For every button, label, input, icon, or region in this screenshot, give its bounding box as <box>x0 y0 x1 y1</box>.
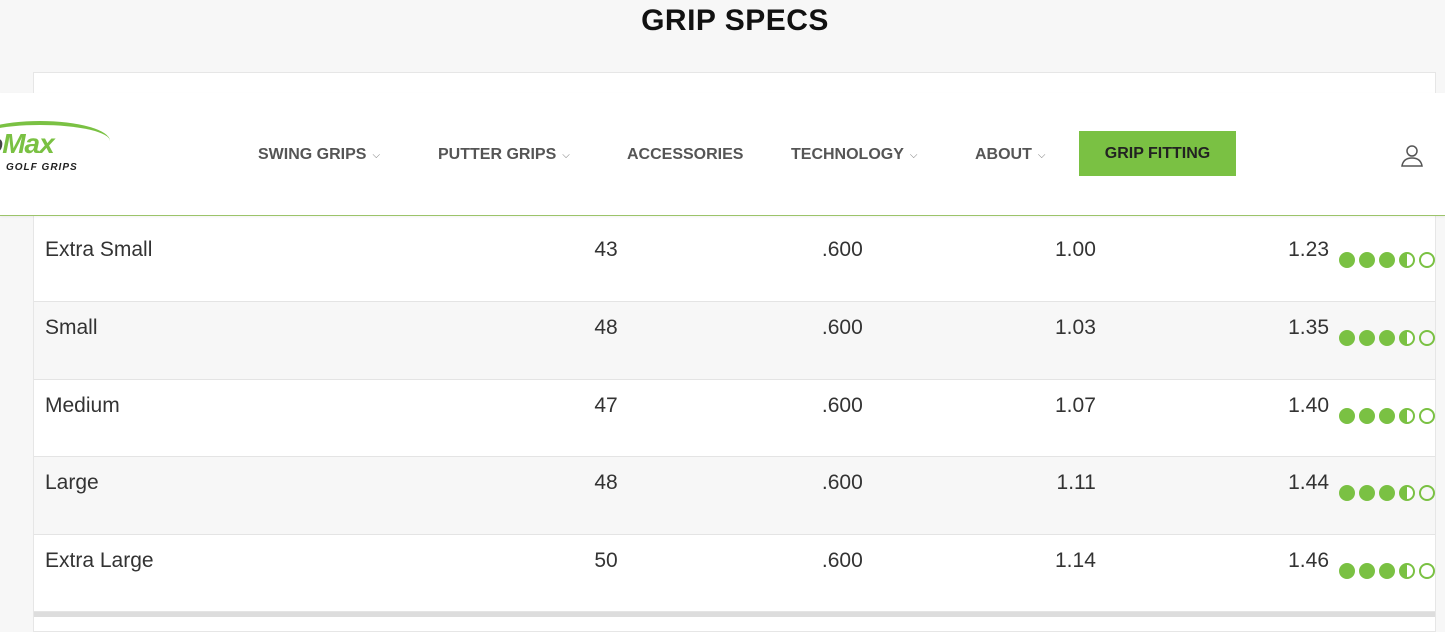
rating-cell <box>1329 534 1435 612</box>
table-row: Extra Small 43 .600 1.00 1.23 <box>34 224 1435 302</box>
value-cell: 1.23 <box>1288 238 1329 261</box>
horizontal-scrollbar[interactable] <box>34 612 1435 617</box>
logo-word-green: Max <box>2 128 54 159</box>
rating-dot-icon <box>1359 252 1375 268</box>
nav-label: ABOUT <box>975 146 1032 163</box>
size-cell: Large <box>45 471 99 495</box>
logo[interactable]: boMax GOLF GRIPS <box>0 121 120 185</box>
nav-technology[interactable]: TECHNOLOGY ⌵ <box>791 146 917 164</box>
rating-dot-icon <box>1339 330 1355 347</box>
grip-specs-table: Extra Small 43 .600 1.00 1.23 Small 48 .… <box>34 224 1435 612</box>
page-title: GRIP SPECS <box>641 4 829 37</box>
grip-fitting-button[interactable]: GRIP FITTING <box>1079 131 1236 176</box>
value-cell: 1.00 <box>1055 238 1096 261</box>
rating-dot-icon <box>1339 562 1355 579</box>
rating-dot-icon <box>1379 252 1395 268</box>
value-cell: .600 <box>821 316 863 340</box>
value-cell: .600 <box>821 548 863 572</box>
value-cell: 1.44 <box>1288 471 1329 495</box>
rating-dot-icon <box>1379 485 1395 502</box>
nav-label: ACCESSORIES <box>627 146 744 163</box>
rating-cell <box>1329 457 1435 535</box>
site-header: boMax GOLF GRIPS SWING GRIPS ⌵ PUTTER GRI… <box>0 93 1445 216</box>
rating-dot-icon <box>1399 562 1415 579</box>
size-cell: Extra Large <box>45 548 154 572</box>
rating-dots <box>1329 238 1435 268</box>
size-cell: Extra Small <box>45 238 153 261</box>
rating-dot-icon <box>1399 330 1415 347</box>
chevron-down-icon: ⌵ <box>372 149 381 161</box>
value-cell: 1.40 <box>1288 393 1329 417</box>
chevron-down-icon: ⌵ <box>909 149 918 161</box>
rating-dot-icon <box>1359 562 1375 579</box>
nav-accessories[interactable]: ACCESSORIES <box>627 146 743 164</box>
logo-subtitle: GOLF GRIPS <box>6 162 78 173</box>
rating-dot-icon <box>1379 562 1395 579</box>
value-cell: 43 <box>594 238 618 261</box>
value-cell: 1.46 <box>1288 548 1329 572</box>
value-cell: 1.03 <box>1055 316 1096 340</box>
rating-dot-icon <box>1399 252 1415 268</box>
rating-dot-icon <box>1399 485 1415 502</box>
rating-cell <box>1329 302 1435 380</box>
rating-dot-icon <box>1359 407 1375 424</box>
chevron-down-icon: ⌵ <box>1037 149 1046 161</box>
user-account-icon[interactable] <box>1400 143 1424 167</box>
rating-dot-icon <box>1419 485 1435 502</box>
value-cell: .600 <box>821 238 863 261</box>
size-cell: Medium <box>45 393 120 417</box>
rating-dot-icon <box>1339 485 1355 502</box>
rating-dots <box>1329 316 1435 347</box>
nav-swing-grips[interactable]: SWING GRIPS ⌵ <box>258 146 380 164</box>
rating-dot-icon <box>1419 252 1435 268</box>
rating-dot-icon <box>1419 407 1435 424</box>
rating-cell <box>1329 224 1435 302</box>
value-cell: .600 <box>821 393 863 417</box>
value-cell: 1.07 <box>1055 393 1096 417</box>
nav-putter-grips[interactable]: PUTTER GRIPS ⌵ <box>438 146 570 164</box>
rating-dot-icon <box>1339 407 1355 424</box>
table-row: Medium 47 .600 1.07 1.40 <box>34 379 1435 457</box>
table-row: Extra Large 50 .600 1.14 1.46 <box>34 534 1435 612</box>
logo-swoosh <box>0 121 110 161</box>
rating-dots <box>1329 471 1435 502</box>
rating-dot-icon <box>1359 485 1375 502</box>
logo-word: boMax <box>0 128 55 159</box>
value-cell: .600 <box>821 471 863 495</box>
value-cell: 48 <box>594 471 618 495</box>
chevron-down-icon: ⌵ <box>562 149 570 161</box>
rating-dot-icon <box>1419 330 1435 347</box>
rating-dot-icon <box>1399 407 1415 424</box>
rating-dot-icon <box>1379 407 1395 424</box>
nav-label: TECHNOLOGY <box>791 146 904 163</box>
rating-dot-icon <box>1379 330 1395 347</box>
size-cell: Small <box>45 316 98 340</box>
table-row: Large 48 .600 1.11 1.44 <box>34 456 1435 535</box>
logo-word-dark: bo <box>0 128 3 159</box>
rating-dot-icon <box>1419 562 1435 579</box>
value-cell: 50 <box>594 548 618 572</box>
table-row: Small 48 .600 1.03 1.35 <box>34 301 1435 380</box>
rating-dots <box>1329 549 1435 579</box>
value-cell: 48 <box>594 316 618 340</box>
rating-cell <box>1329 379 1435 457</box>
rating-dot-icon <box>1339 252 1355 268</box>
value-cell: 1.11 <box>1056 471 1096 495</box>
nav-label: SWING GRIPS <box>258 146 367 163</box>
value-cell: 1.14 <box>1055 548 1096 572</box>
rating-dots <box>1329 394 1435 424</box>
nav-about[interactable]: ABOUT ⌵ <box>975 146 1045 164</box>
rating-dot-icon <box>1359 330 1375 347</box>
value-cell: 1.35 <box>1288 316 1329 340</box>
value-cell: 47 <box>594 393 618 417</box>
nav-label: PUTTER GRIPS <box>438 146 557 163</box>
